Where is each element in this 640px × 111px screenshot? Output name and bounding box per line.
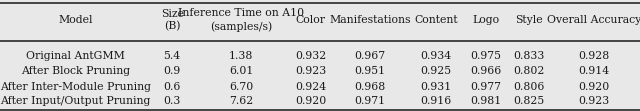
Text: 6.70: 6.70 [229, 82, 253, 92]
Text: 7.62: 7.62 [229, 96, 253, 106]
Text: 0.920: 0.920 [579, 82, 610, 92]
Text: Inference Time on A10
(samples/s): Inference Time on A10 (samples/s) [178, 8, 305, 32]
Text: 0.951: 0.951 [355, 66, 385, 76]
Text: 1.38: 1.38 [229, 51, 253, 60]
Text: Size
(B): Size (B) [161, 9, 184, 31]
Text: 6.01: 6.01 [229, 66, 253, 76]
Text: Color: Color [296, 15, 325, 25]
Text: 0.920: 0.920 [295, 96, 326, 106]
Text: 0.971: 0.971 [355, 96, 385, 106]
Text: Logo: Logo [472, 15, 499, 25]
Text: 0.914: 0.914 [579, 66, 610, 76]
Text: After Input/Output Pruning: After Input/Output Pruning [0, 96, 150, 106]
Text: Original AntGMM: Original AntGMM [26, 51, 125, 60]
Text: 0.981: 0.981 [470, 96, 501, 106]
Text: 0.6: 0.6 [163, 82, 181, 92]
Text: Model: Model [58, 15, 92, 25]
Text: Content: Content [414, 15, 458, 25]
Text: 0.977: 0.977 [470, 82, 501, 92]
Text: 0.3: 0.3 [163, 96, 181, 106]
Text: 0.931: 0.931 [420, 82, 451, 92]
Text: 0.975: 0.975 [470, 51, 501, 60]
Text: 0.924: 0.924 [295, 82, 326, 92]
Text: 0.825: 0.825 [514, 96, 545, 106]
Text: 0.928: 0.928 [579, 51, 610, 60]
Text: 0.934: 0.934 [420, 51, 451, 60]
Text: 0.925: 0.925 [420, 66, 451, 76]
Text: After Inter-Module Pruning: After Inter-Module Pruning [0, 82, 150, 92]
Text: After Block Pruning: After Block Pruning [20, 66, 130, 76]
Text: 0.802: 0.802 [513, 66, 545, 76]
Text: Style: Style [515, 15, 543, 25]
Text: 0.9: 0.9 [164, 66, 180, 76]
Text: 0.967: 0.967 [355, 51, 385, 60]
Text: 0.932: 0.932 [295, 51, 326, 60]
Text: 0.966: 0.966 [470, 66, 501, 76]
Text: Overall Accuracy: Overall Accuracy [547, 15, 640, 25]
Text: 0.923: 0.923 [579, 96, 610, 106]
Text: 0.923: 0.923 [295, 66, 326, 76]
Text: 0.833: 0.833 [513, 51, 545, 60]
Text: 0.916: 0.916 [420, 96, 451, 106]
Text: 0.806: 0.806 [513, 82, 545, 92]
Text: Manifestations: Manifestations [329, 15, 411, 25]
Text: 5.4: 5.4 [164, 51, 180, 60]
Text: 0.968: 0.968 [355, 82, 385, 92]
